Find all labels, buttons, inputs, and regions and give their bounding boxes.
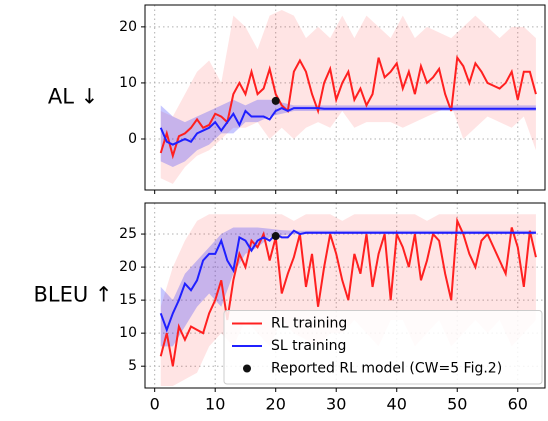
x-tick-label: 40 [387,395,407,414]
point [271,232,280,241]
legend-marker [243,364,251,373]
y-tick-label: 10 [119,75,137,91]
y-tick-label: 0 [128,131,137,147]
y-axis-label: BLEU ↑ [33,283,112,307]
plot-frame [144,202,546,389]
x-tick-label: 20 [266,395,286,414]
plot-frame [144,4,546,191]
legend-label: RL training [271,316,347,332]
y-tick-label: 20 [119,259,137,275]
band [160,99,536,168]
y-tick-label: 5 [128,358,137,374]
line [159,107,536,146]
y-tick-label: 25 [119,226,137,242]
x-tick-label: 50 [447,395,467,414]
legend-label: Reported RL model (CW=5 Fig.2) [271,361,502,377]
band [160,10,536,184]
x-tick-label: 30 [326,395,346,414]
legend-box [223,310,543,385]
x-tick-label: 60 [508,395,528,414]
line [159,55,537,160]
legend-label: SL training [271,338,346,354]
x-tick-label: 10 [205,395,225,414]
y-tick-label: 10 [119,325,137,341]
y-axis-label: AL ↓ [48,85,98,109]
line [159,216,537,367]
y-tick-label: 15 [119,292,137,308]
x-tick-label: 0 [150,395,160,414]
point [271,96,280,105]
line [159,229,536,333]
y-tick-label: 20 [119,19,137,35]
